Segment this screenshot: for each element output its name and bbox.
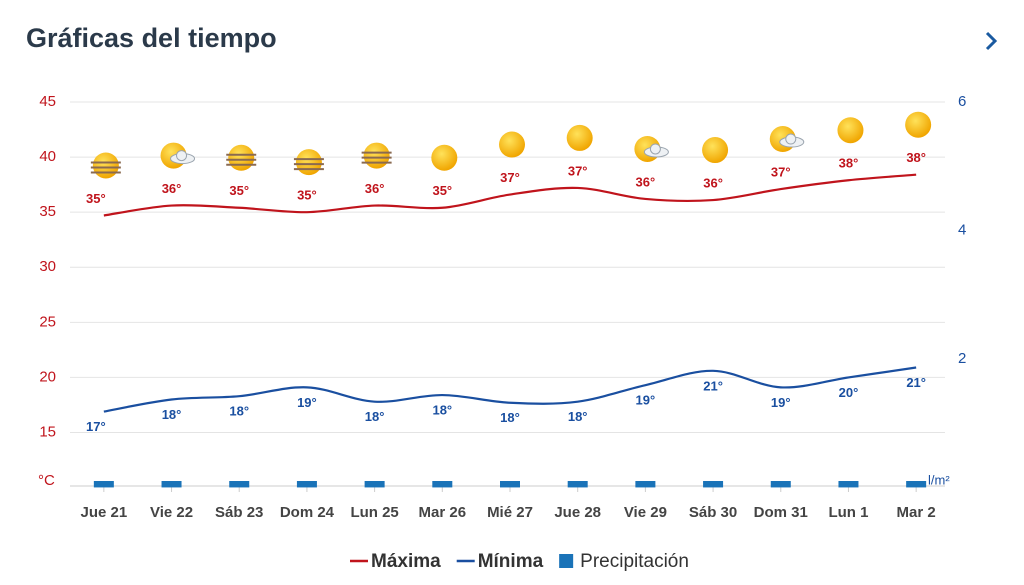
data-label: 18°: [432, 403, 452, 418]
data-label: 36°: [703, 175, 723, 190]
precipitation-bar: [229, 481, 250, 488]
weather-icon-sun: [431, 144, 458, 171]
legend-label: Mínima: [478, 551, 544, 572]
data-label: 20°: [839, 385, 859, 400]
weather-icon-sun: [702, 137, 729, 164]
data-label: 18°: [568, 409, 588, 424]
y2-tick-label: 4: [958, 221, 966, 238]
data-label: 36°: [365, 181, 385, 196]
weather-icon-sun: [837, 117, 864, 144]
x-tick-label: Mar 26: [419, 504, 467, 521]
temperature-line: [103, 173, 917, 217]
data-label: 19°: [771, 395, 791, 410]
weather-icon-sun: [295, 149, 322, 176]
y2-tick-label: 6: [958, 93, 966, 110]
data-label: 38°: [839, 156, 859, 171]
data-label: 18°: [365, 409, 385, 424]
next-arrow[interactable]: [985, 31, 998, 51]
y2-tick-label: 2: [958, 350, 966, 367]
x-tick-label: Mar 2: [897, 504, 936, 521]
data-label: 19°: [297, 395, 317, 410]
precipitation-bar: [906, 481, 927, 488]
x-tick-label: Jue 28: [554, 504, 601, 521]
y-tick-label: 45: [39, 93, 56, 110]
x-tick-label: Dom 31: [754, 504, 808, 521]
x-tick-label: Vie 22: [150, 504, 193, 521]
data-label: 35°: [86, 191, 106, 206]
precipitation-bar: [93, 481, 114, 488]
data-label: 18°: [229, 404, 249, 419]
data-label: 18°: [500, 410, 520, 425]
x-tick-label: Lun 25: [350, 504, 398, 521]
precipitation-bar: [161, 481, 182, 488]
data-label: 35°: [229, 183, 249, 198]
weather-icon-sun: [905, 111, 932, 138]
data-label: 35°: [297, 188, 317, 203]
y-tick-label: 40: [39, 148, 56, 165]
y2-unit-label: l/m²: [928, 472, 950, 487]
y-tick-label: 30: [39, 258, 56, 275]
x-tick-label: Vie 29: [624, 504, 667, 521]
y-tick-label: 35: [39, 203, 56, 220]
data-label: 21°: [906, 375, 926, 390]
data-label: 18°: [162, 407, 182, 422]
data-label: 38°: [906, 150, 926, 165]
weather-icon-sun: [228, 144, 255, 171]
y-tick-label: 20: [39, 368, 56, 385]
weather-icon-sun: [363, 142, 390, 169]
precipitation-bar: [364, 481, 385, 488]
weather-icon-cloud: [176, 150, 188, 162]
data-label: 37°: [568, 163, 588, 178]
precipitation-bar: [296, 481, 317, 488]
x-tick-label: Lun 1: [828, 504, 868, 521]
y-tick-label: 25: [39, 313, 56, 330]
weather-icon-sun: [566, 124, 593, 151]
x-tick-label: Mié 27: [487, 504, 533, 521]
y-tick-label: 15: [39, 423, 56, 440]
data-label: 17°: [86, 419, 106, 434]
data-label: 36°: [162, 181, 182, 196]
precipitation-bar: [838, 481, 859, 488]
precipitation-bar: [770, 481, 791, 488]
precipitation-bar: [567, 481, 588, 488]
data-label: 37°: [771, 164, 791, 179]
weather-icon-sun: [92, 152, 119, 179]
widget-title: Gráficas del tiempo: [26, 23, 277, 53]
precipitation-bar: [500, 481, 520, 488]
legend-label: Precipitación: [580, 551, 689, 572]
legend-label: Máxima: [371, 551, 441, 572]
temperature-line: [103, 366, 917, 413]
legend-swatch: [559, 554, 574, 568]
weather-icon-sun: [499, 131, 525, 158]
precipitation-bar: [432, 481, 453, 488]
y-unit-label: °C: [38, 472, 55, 489]
x-tick-label: Dom 24: [280, 504, 335, 521]
precipitation-bar: [703, 481, 724, 488]
precipitation-bar: [635, 481, 656, 488]
data-label: 36°: [636, 174, 656, 189]
data-label: 19°: [636, 393, 656, 408]
x-tick-label: Sáb 23: [215, 504, 263, 521]
data-label: 21°: [703, 378, 723, 393]
weather-icon-cloud: [649, 143, 661, 155]
data-label: 37°: [500, 170, 520, 185]
x-tick-label: Jue 21: [80, 504, 127, 521]
weather-icon-cloud: [785, 133, 797, 145]
data-label: 35°: [432, 183, 452, 198]
x-tick-label: Sáb 30: [689, 504, 737, 521]
